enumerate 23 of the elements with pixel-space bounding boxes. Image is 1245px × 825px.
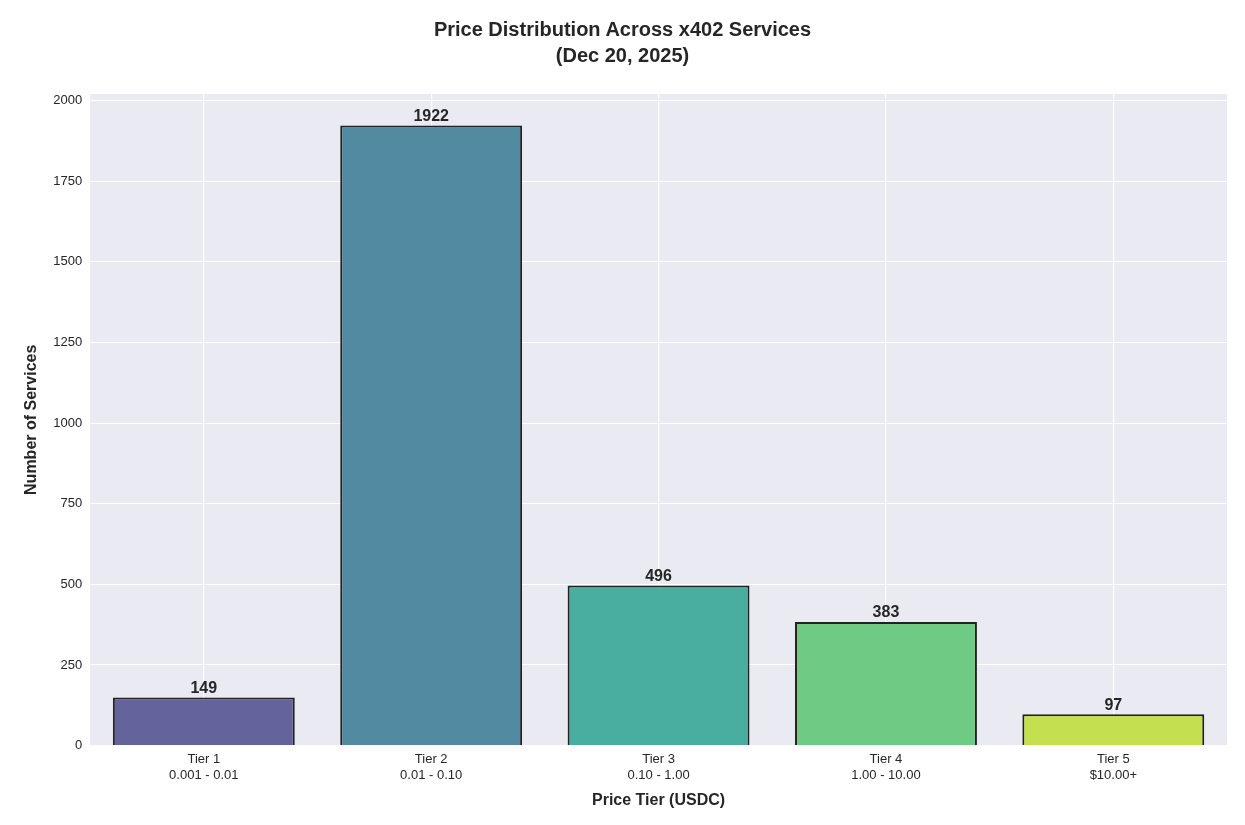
x-tick-label: Tier 3 0.10 - 1.00 — [627, 750, 690, 782]
data-label: 149 — [190, 678, 218, 696]
y-tick-label: 1000 — [53, 414, 83, 430]
x-tick-label: Tier 1 0.001 - 0.01 — [169, 750, 239, 782]
x-tick-label: Tier 4 1.00 - 10.00 — [851, 750, 921, 782]
x-tick-label: Tier 5 $10.00+ — [1089, 750, 1137, 782]
y-tick-label: 0 — [74, 737, 83, 753]
y-axis-title: Number of Services — [22, 344, 40, 495]
x-axis-title: Price Tier (USDC) — [592, 790, 726, 808]
y-tick-label: 1500 — [53, 253, 83, 269]
data-label: 97 — [1104, 695, 1123, 713]
data-label: 1922 — [413, 107, 450, 125]
chart-title: Price Distribution Across x402 Services — [433, 17, 812, 40]
y-tick-label: 1250 — [53, 333, 83, 349]
x-tick-label: Tier 2 0.01 - 0.10 — [400, 750, 463, 782]
y-tick-label: 2000 — [53, 92, 83, 108]
y-tick-label: 500 — [60, 575, 83, 591]
data-label: 496 — [645, 567, 673, 585]
chart-subtitle: (Dec 20, 2025) — [555, 43, 690, 66]
data-label: 383 — [872, 603, 900, 621]
y-tick-label: 750 — [60, 495, 83, 511]
y-tick-label: 250 — [60, 656, 83, 672]
y-tick-label: 1750 — [53, 172, 83, 188]
